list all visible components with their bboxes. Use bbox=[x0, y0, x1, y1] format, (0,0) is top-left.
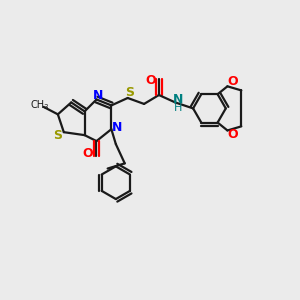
Text: 3: 3 bbox=[44, 103, 48, 109]
Text: O: O bbox=[145, 74, 156, 87]
Text: N: N bbox=[93, 88, 103, 101]
Text: N: N bbox=[173, 93, 183, 106]
Text: O: O bbox=[227, 75, 238, 88]
Text: S: S bbox=[125, 85, 134, 98]
Text: N: N bbox=[112, 121, 122, 134]
Text: CH: CH bbox=[31, 100, 45, 110]
Text: S: S bbox=[53, 129, 62, 142]
Text: H: H bbox=[174, 103, 182, 113]
Text: O: O bbox=[227, 128, 238, 141]
Text: O: O bbox=[83, 147, 94, 160]
